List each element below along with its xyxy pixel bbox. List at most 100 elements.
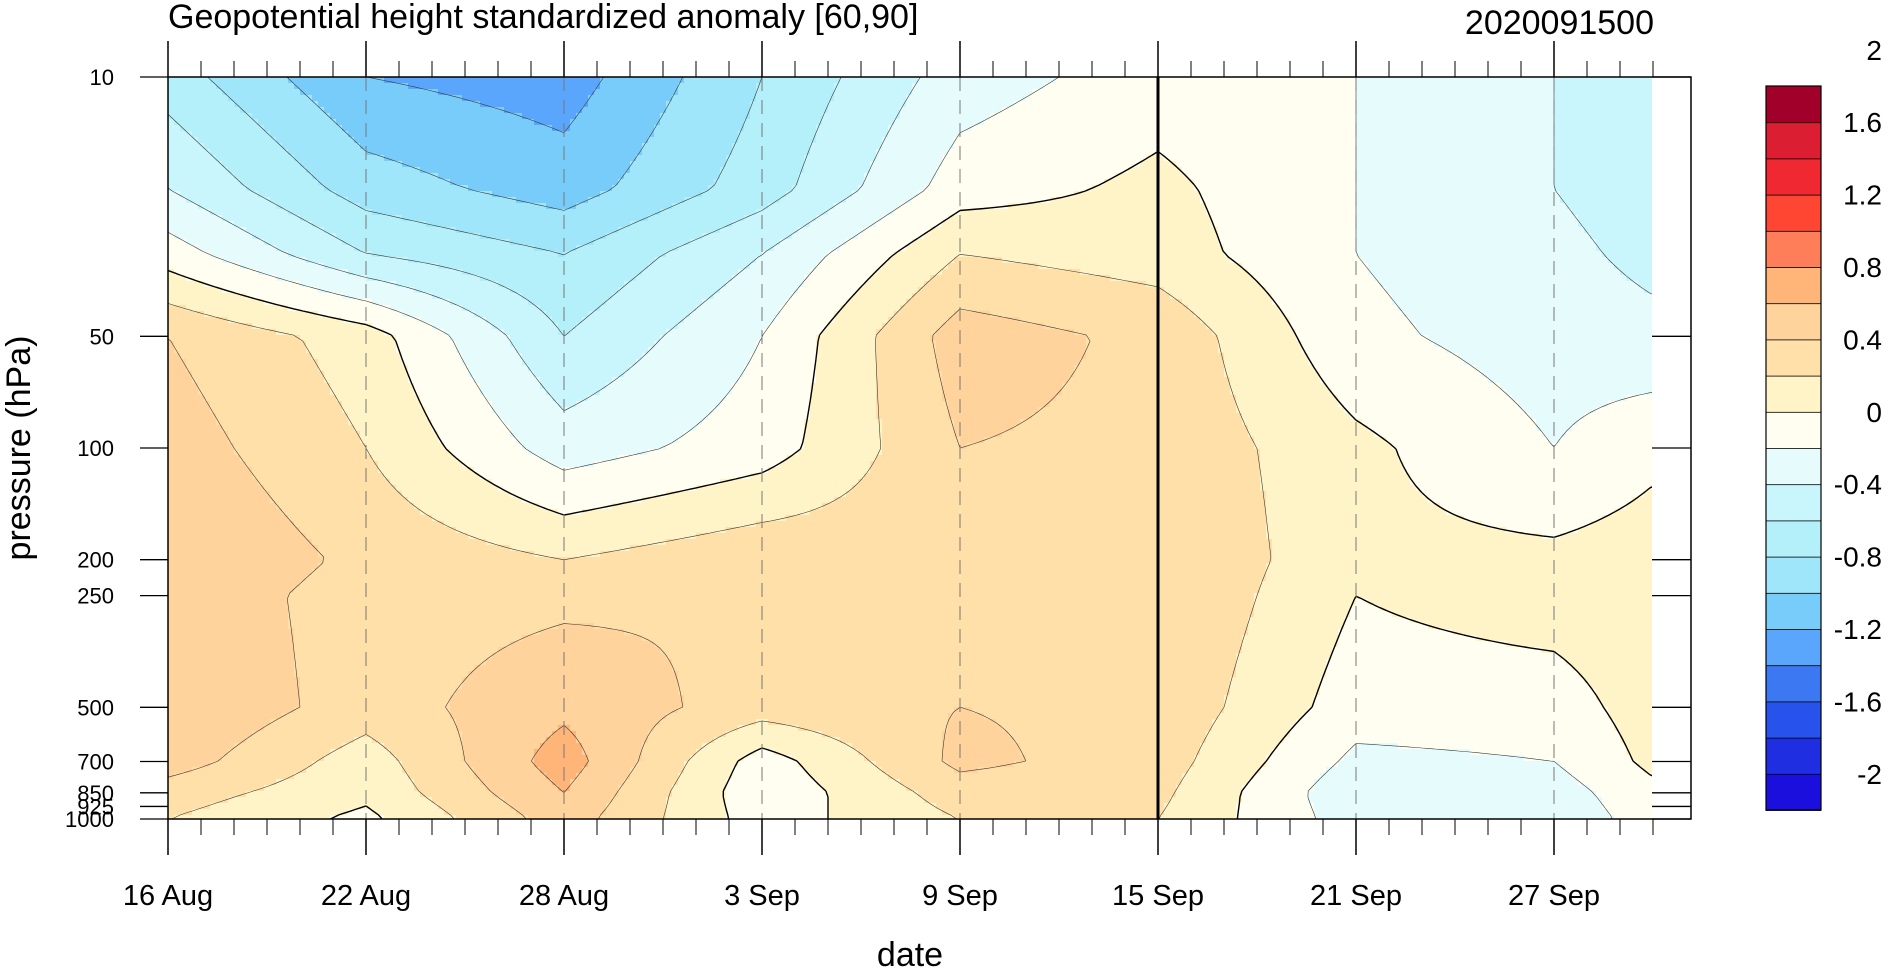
contour-cell (1620, 131, 1627, 138)
contour-cell (1362, 173, 1369, 180)
contour-cell (180, 179, 187, 186)
contour-cell (1152, 161, 1159, 168)
contour-cell (1272, 149, 1279, 156)
contour-cell (1038, 113, 1045, 120)
contour-cell (1644, 185, 1651, 192)
contour-cell (870, 131, 877, 138)
contour-cell (1212, 89, 1219, 96)
contour-cell (372, 191, 379, 198)
contour-cell (1512, 167, 1519, 174)
contour-cell (750, 173, 757, 180)
contour-cell (1038, 89, 1045, 96)
contour-cell (438, 119, 445, 126)
contour-cell (1056, 131, 1063, 138)
contour-cell (750, 95, 757, 102)
contour-cell (1158, 83, 1165, 90)
contour-cell (408, 113, 415, 120)
contour-cell (834, 125, 841, 132)
contour-cell (1326, 119, 1333, 126)
contour-cell (1524, 155, 1531, 162)
contour-cell (1302, 155, 1309, 162)
contour-cell (888, 179, 895, 186)
contour-cell (600, 185, 607, 192)
contour-cell (606, 113, 613, 120)
contour-cell (330, 101, 337, 108)
contour-cell (1542, 191, 1549, 198)
contour-cell (1002, 77, 1009, 84)
contour-cell (618, 113, 625, 120)
contour-cell (510, 89, 517, 96)
contour-cell (360, 119, 367, 126)
contour-cell (1542, 155, 1549, 162)
contour-cell (1092, 95, 1099, 102)
contour-cell (858, 149, 865, 156)
contour-cell (618, 191, 625, 198)
contour-cell (282, 143, 289, 150)
contour-cell (1212, 101, 1219, 108)
contour-cell (1386, 131, 1393, 138)
contour-cell (414, 125, 421, 132)
contour-cell (810, 113, 817, 120)
contour-cell (624, 161, 631, 168)
contour-cell (516, 89, 523, 96)
contour-cell (1632, 89, 1639, 96)
contour-cell (276, 137, 283, 144)
contour-cell (1104, 95, 1111, 102)
contour-cell (1362, 149, 1369, 156)
contour-cell (1284, 179, 1291, 186)
contour-cell (1278, 119, 1285, 126)
contour-cell (1446, 107, 1453, 114)
contour-cell (1620, 143, 1627, 150)
contour-cell (462, 179, 469, 186)
contour-cell (1062, 173, 1069, 180)
contour-cell (1182, 167, 1189, 174)
contour-cell (1254, 101, 1261, 108)
contour-cell (1284, 185, 1291, 192)
contour-cell (876, 167, 883, 174)
contour-cell (498, 167, 505, 174)
contour-cell (804, 161, 811, 168)
contour-cell (1302, 113, 1309, 120)
contour-cell (1290, 137, 1297, 144)
contour-cell (1086, 113, 1093, 120)
contour-cell (906, 179, 913, 186)
contour-cell (960, 107, 967, 114)
contour-cell (1302, 125, 1309, 132)
contour-cell (252, 119, 259, 126)
contour-cell (420, 107, 427, 114)
contour-cell (768, 107, 775, 114)
contour-cell (1410, 101, 1417, 108)
contour-cell (1266, 149, 1273, 156)
contour-cell (906, 143, 913, 150)
contour-cell (738, 143, 745, 150)
contour-cell (630, 179, 637, 186)
contour-cell (570, 95, 577, 102)
contour-cell (1590, 83, 1597, 90)
contour-cell (660, 155, 667, 162)
contour-cell (852, 107, 859, 114)
contour-cell (1518, 131, 1525, 138)
contour-cell (1590, 95, 1597, 102)
contour-cell (624, 137, 631, 144)
contour-cell (1326, 191, 1333, 198)
contour-cell (1428, 191, 1435, 198)
contour-cell (1392, 155, 1399, 162)
contour-cell (1296, 149, 1303, 156)
contour-cell (744, 143, 751, 150)
contour-cell (912, 185, 919, 192)
contour-cell (654, 191, 661, 198)
contour-cell (180, 185, 187, 192)
contour-cell (1404, 149, 1411, 156)
contour-cell (258, 191, 265, 198)
contour-cell (936, 143, 943, 150)
contour-cell (192, 83, 199, 90)
contour-cell (456, 101, 463, 108)
contour-cell (198, 179, 205, 186)
contour-cell (912, 83, 919, 90)
contour-cell (852, 173, 859, 180)
contour-cell (576, 137, 583, 144)
contour-cell (1554, 89, 1561, 96)
contour-cell (498, 77, 505, 84)
contour-cell (426, 83, 433, 90)
contour-cell (1536, 101, 1543, 108)
